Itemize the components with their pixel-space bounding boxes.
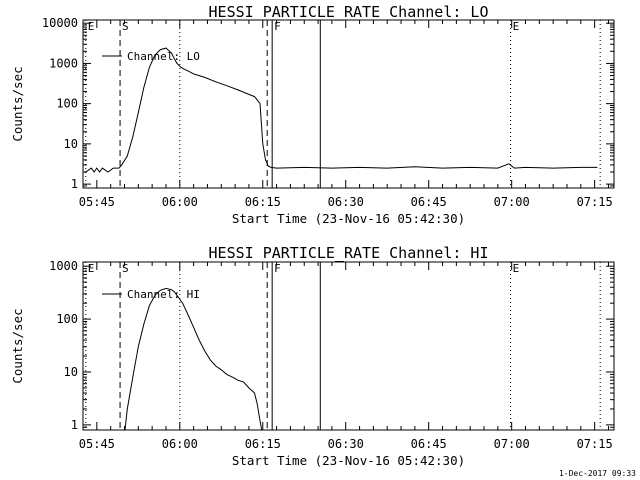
panel-1-x-tick-label: 06:15 <box>245 437 281 451</box>
panel-1-x-axis-label: Start Time (23-Nov-16 05:42:30) <box>232 453 465 468</box>
panel-1-y-tick-label: 10 <box>64 365 78 379</box>
panel-1-x-tick-label: 06:00 <box>162 437 198 451</box>
panel-0-title: HESSI PARTICLE_RATE Channel: LO <box>209 3 489 21</box>
hi-channel-panel: HESSI PARTICLE_RATE Channel: HI 05:45 06:0… <box>10 244 615 468</box>
plot-timestamp: 1-Dec-2017 09:33 <box>559 469 636 478</box>
panel-0-event-marker-label: E <box>513 20 520 33</box>
panel-1-y-tick-label: 1000 <box>49 259 78 273</box>
panel-1-x-tick-label: 07:00 <box>494 437 530 451</box>
panel-0-x-tick-label: 07:15 <box>577 195 613 209</box>
panel-0-y-axis-label: Counts/sec <box>10 66 25 141</box>
panel-0-x-tick-label: 06:45 <box>411 195 447 209</box>
panel-0-x-tick-label: 06:30 <box>328 195 364 209</box>
panel-0-event-marker-label: S <box>122 20 129 33</box>
panel-1-x-tick-label: 07:15 <box>577 437 613 451</box>
lo-channel-panel: HESSI PARTICLE_RATE Channel: LO 05:45 06:0… <box>10 3 615 226</box>
panel-0-legend-label: Channel: LO <box>127 50 200 63</box>
panel-1-series-line <box>124 287 263 430</box>
panel-1-y-tick-label: 1 <box>71 418 78 432</box>
panel-0-x-tick-label: 07:00 <box>494 195 530 209</box>
panel-0-y-tick-label: 10000 <box>42 16 78 30</box>
panel-1-event-marker-label: F <box>274 262 281 275</box>
panel-0-series-line <box>85 47 598 173</box>
panel-1-y-axis-label: Counts/sec <box>10 308 25 383</box>
panel-0-x-axis-label: Start Time (23-Nov-16 05:42:30) <box>232 211 465 226</box>
panel-1-x-tick-label: 06:30 <box>328 437 364 451</box>
panel-1-x-tick-label: 05:45 <box>79 437 115 451</box>
panel-1-legend-label: Channel: HI <box>127 288 200 301</box>
panel-1-x-tick-label: 06:45 <box>411 437 447 451</box>
panel-1-y-tick-label: 100 <box>56 312 78 326</box>
panel-1-title: HESSI PARTICLE_RATE Channel: HI <box>209 244 489 262</box>
panel-0-event-marker-label: F <box>274 20 281 33</box>
panel-1-event-marker-label: E <box>513 262 520 275</box>
panel-0-x-tick-label: 06:00 <box>162 195 198 209</box>
panel-0-y-tick-label: 1000 <box>49 56 78 70</box>
panel-0-x-tick-label: 05:45 <box>79 195 115 209</box>
panel-0-event-marker-label: E <box>88 20 95 33</box>
panel-0-y-tick-label: 10 <box>64 137 78 151</box>
panel-1-plot-frame <box>82 261 615 431</box>
panel-0-plot-frame <box>82 19 615 189</box>
panel-1-event-marker-label: E <box>88 262 95 275</box>
panel-0-x-tick-label: 06:15 <box>245 195 281 209</box>
panel-0-y-tick-label: 100 <box>56 97 78 111</box>
panel-0-y-tick-label: 1 <box>71 177 78 191</box>
panel-1-event-marker-label: S <box>122 262 129 275</box>
